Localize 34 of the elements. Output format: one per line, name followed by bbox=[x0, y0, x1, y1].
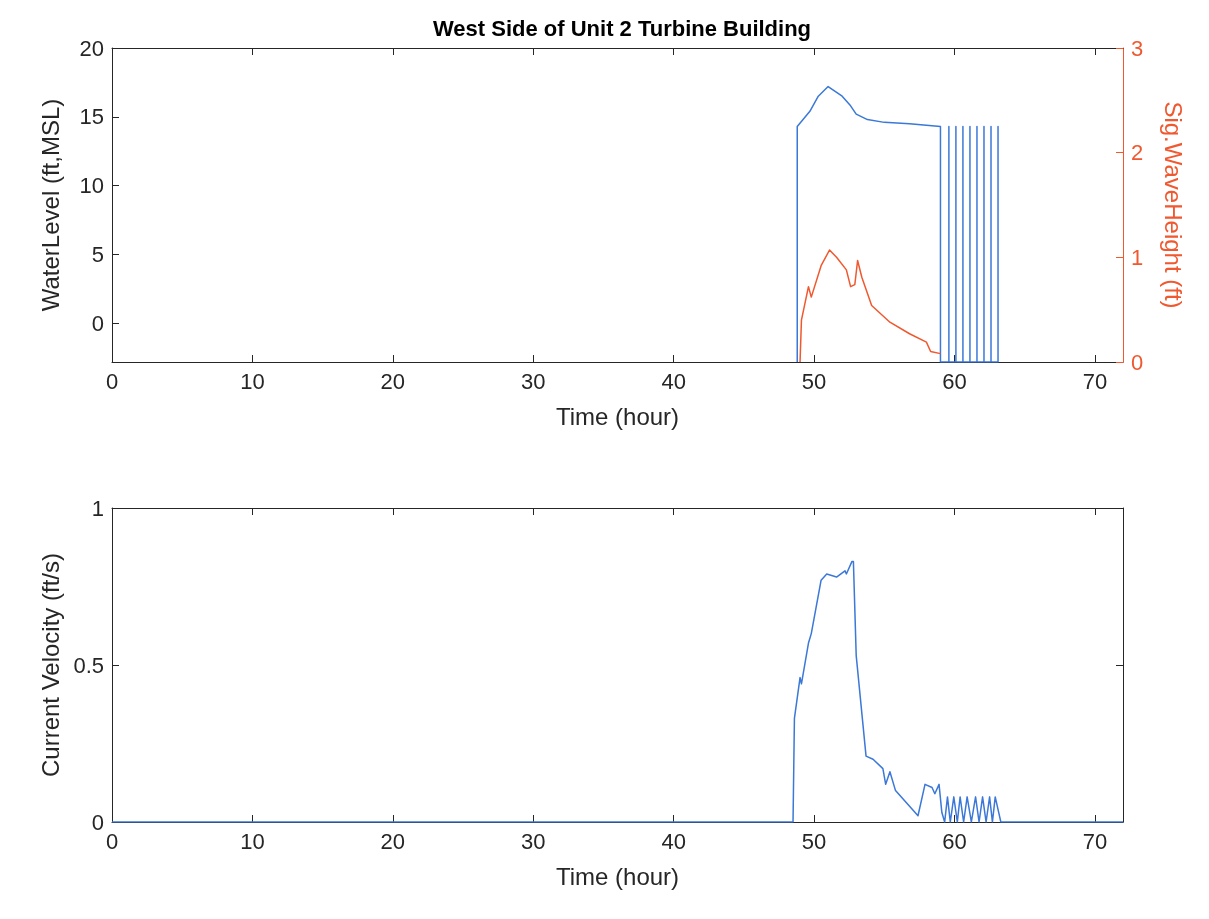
x-tick-label: 20 bbox=[380, 368, 406, 394]
y2-tick-label: 3 bbox=[1131, 35, 1144, 61]
x-axis-title: Time (hour) bbox=[555, 862, 680, 890]
y2-tick-label: 0 bbox=[1131, 349, 1144, 375]
x-tick-label: 20 bbox=[380, 828, 406, 854]
chart-title: West Side of Unit 2 Turbine Building bbox=[432, 15, 812, 41]
y-tick-label: 0 bbox=[91, 310, 104, 336]
x-tick-label: 40 bbox=[661, 368, 686, 394]
x-tick-label: 10 bbox=[240, 368, 265, 394]
y2-axis-title: Sig.WaveHeight (ft) bbox=[1159, 101, 1187, 309]
x-tick-label: 60 bbox=[942, 368, 967, 394]
x-axis-title: Time (hour) bbox=[555, 402, 680, 430]
y2-tick-label: 1 bbox=[1131, 244, 1144, 270]
y-tick-label: 10 bbox=[79, 173, 104, 199]
y-tick-label: 5 bbox=[91, 242, 104, 268]
x-tick-label: 10 bbox=[240, 828, 265, 854]
line-series bbox=[796, 85, 999, 363]
line-series bbox=[799, 249, 942, 363]
x-tick-label: 40 bbox=[661, 828, 686, 854]
x-tick-label: 50 bbox=[801, 828, 827, 854]
y-axis-title: Current Velocity (ft/s) bbox=[36, 552, 64, 778]
x-tick-label: 30 bbox=[521, 368, 546, 394]
y-axis-title: WaterLevel (ft,MSL) bbox=[36, 98, 64, 312]
x-tick-label: 50 bbox=[801, 368, 827, 394]
x-tick-label: 60 bbox=[942, 828, 967, 854]
y-tick-label: 15 bbox=[79, 104, 104, 130]
x-tick-label: 70 bbox=[1082, 368, 1108, 394]
y-tick-label: 1 bbox=[91, 495, 104, 521]
x-tick-label: 30 bbox=[521, 828, 546, 854]
y-tick-label: 0 bbox=[91, 809, 104, 835]
y2-tick-label: 2 bbox=[1131, 140, 1144, 166]
y-tick-label: 0.5 bbox=[73, 652, 104, 678]
y-tick-label: 20 bbox=[79, 35, 104, 61]
x-tick-label: 70 bbox=[1082, 828, 1108, 854]
